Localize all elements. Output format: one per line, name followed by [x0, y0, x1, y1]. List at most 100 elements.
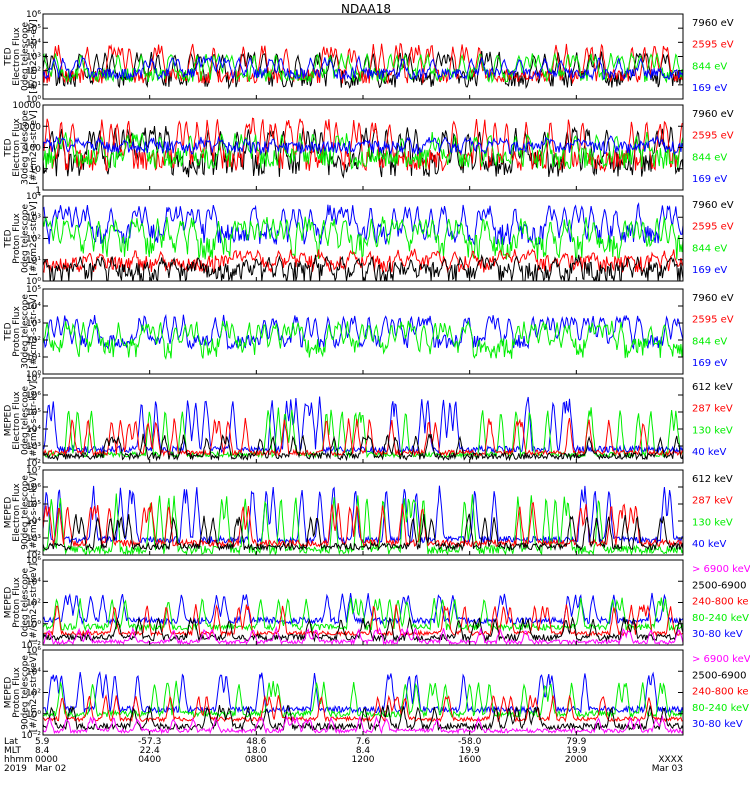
x-tick-label: 22.4	[140, 746, 160, 756]
figure-title: NDAA18	[341, 2, 391, 16]
panels: 10⁰ 10¹ 10² 10³ 10⁴ 10⁵ 10⁶ TEDElectron Flux0de…	[3, 10, 750, 741]
y-tick-label: 10⁰	[26, 95, 41, 105]
y-tick-label: 1	[35, 186, 41, 196]
panel-frame	[42, 13, 684, 100]
y-tick-label: 10⁴	[26, 577, 41, 587]
x-tick-label: 8.4	[35, 746, 50, 756]
y-tick-label: 10²	[26, 459, 41, 469]
y-tick-label: 10⁵	[26, 285, 41, 295]
legend-entry: 844 eV	[692, 243, 727, 254]
y-axis-label: MEPEDElectron Flux90deg telescope[#/cm2-…	[3, 473, 39, 552]
legend-entry: 130 keV	[692, 517, 733, 528]
x-tick-label: 18.0	[246, 746, 266, 756]
series-6-287-kev	[43, 501, 683, 549]
y-tick-label: 10⁵	[26, 24, 41, 34]
legend-entry: 80-240 keV	[692, 613, 749, 624]
panel-frame	[42, 288, 684, 375]
y-axis-label: MEPEDProton Flux0deg telescope[#/cm2-s-s…	[3, 563, 39, 642]
x-tick-label: 7.6	[356, 737, 371, 747]
x-row-label: 2019	[4, 764, 27, 774]
x-tick-label: 0000	[35, 755, 58, 765]
legend-entry: 844 eV	[692, 152, 727, 163]
x-tick-label: 48.6	[246, 737, 266, 747]
legend-entry: 612 keV	[692, 382, 733, 393]
y-tick-label: 10³	[26, 319, 41, 329]
legend-entry: 2595 eV	[692, 222, 734, 233]
x-tick-label: 19.9	[460, 746, 480, 756]
x-tick-label: 8.4	[356, 746, 371, 756]
x-tick-label: -57.3	[138, 737, 161, 747]
y-axis-label: TEDElectron Flux0deg telescope[#/cm2-s-s…	[3, 19, 39, 94]
legend-entry: 7960 eV	[692, 293, 734, 304]
series-2-7960-ev	[43, 125, 683, 179]
legend-entry: 130 keV	[692, 425, 733, 436]
x-tick-label: Mar 02	[35, 764, 66, 774]
series-1-844-ev	[43, 51, 683, 84]
y-tick-label: 10⁷	[26, 466, 41, 476]
y-axis-label: MEPEDElectron Flux0deg telescope[#/cm2-s…	[3, 381, 39, 460]
x-tick-label: XXXX	[658, 755, 683, 765]
y-tick-label: 10²	[26, 336, 41, 346]
legend-entry: 30-80 keV	[692, 629, 743, 640]
y-tick-label: 10²	[26, 67, 41, 77]
y-tick-label: 10²	[26, 235, 41, 245]
y-tick-label: 10³	[26, 213, 41, 223]
legend-entry: 240-800 ke	[692, 687, 749, 698]
y-tick-label: 10⁶	[26, 556, 41, 566]
x-tick-label: 1600	[458, 755, 481, 765]
legend-entry: 169 eV	[692, 174, 727, 185]
y-tick-label: 10⁴	[26, 667, 41, 677]
legend-entry: 240-800 ke	[692, 597, 749, 608]
y-tick-label: 10³	[26, 53, 41, 63]
y-tick-label: 100	[24, 144, 41, 154]
y-tick-label: 10¹	[26, 81, 41, 91]
x-tick-label: Mar 03	[652, 764, 683, 774]
legend-entry: 40 keV	[692, 539, 726, 550]
y-tick-label: 10⁵	[26, 500, 41, 510]
y-tick-label: 10⁶	[26, 646, 41, 656]
series-4-169-ev	[43, 313, 683, 351]
legend-entry: 2595 eV	[692, 315, 734, 326]
series-7-2500-6900	[43, 616, 683, 643]
x-row-label: Lat	[4, 737, 19, 747]
y-axis-label: TEDElectron Flux30deg telescope[#/cm2-s-…	[3, 110, 39, 185]
legend-entry: 612 keV	[692, 474, 733, 485]
y-axis-label: MEPEDProton Flux90deg telescope[#/cm2-s-…	[3, 653, 39, 732]
x-row-label: hhmm	[4, 755, 33, 765]
y-tick-label: 10²	[26, 551, 41, 561]
legend-entry: 2500-6900	[692, 670, 747, 681]
y-tick-label: 10⁴	[26, 38, 41, 48]
y-tick-label: 10²	[26, 599, 41, 609]
y-axis-label: TEDProton Flux0deg telescope[#/cm2-s-str…	[3, 201, 39, 276]
legend-entry: > 6900 keV	[692, 564, 750, 575]
legend-entry: 169 eV	[692, 83, 727, 94]
series-1-169-ev	[43, 54, 683, 81]
legend-entry: 7960 eV	[692, 18, 734, 29]
y-tick-label: 10⁶	[26, 391, 41, 401]
x-tick-label: 19.9	[566, 746, 586, 756]
y-tick-label: 10³	[26, 442, 41, 452]
series-3-7960-ev	[43, 253, 683, 281]
y-tick-label: 10⁴	[26, 302, 41, 312]
legend-entry: 2595 eV	[692, 131, 734, 142]
legend-entry: 169 eV	[692, 265, 727, 276]
y-tick-label: 10¹	[26, 353, 41, 363]
series-4-844-ev	[43, 320, 683, 361]
legend-entry: 40 keV	[692, 447, 726, 458]
y-tick-label: 10⁴	[26, 425, 41, 435]
x-tick-label: 0400	[138, 755, 161, 765]
legend-entry: 169 eV	[692, 358, 727, 369]
y-tick-label: 10⁻²	[21, 731, 41, 741]
series-8-240-800-ke	[43, 694, 683, 723]
series-3-169-ev	[43, 202, 683, 247]
x-tick-label: 79.9	[566, 737, 586, 747]
legend-entry: 80-240 keV	[692, 703, 749, 714]
y-tick-label: 10¹	[26, 256, 41, 266]
series-5-40-kev	[43, 396, 683, 455]
